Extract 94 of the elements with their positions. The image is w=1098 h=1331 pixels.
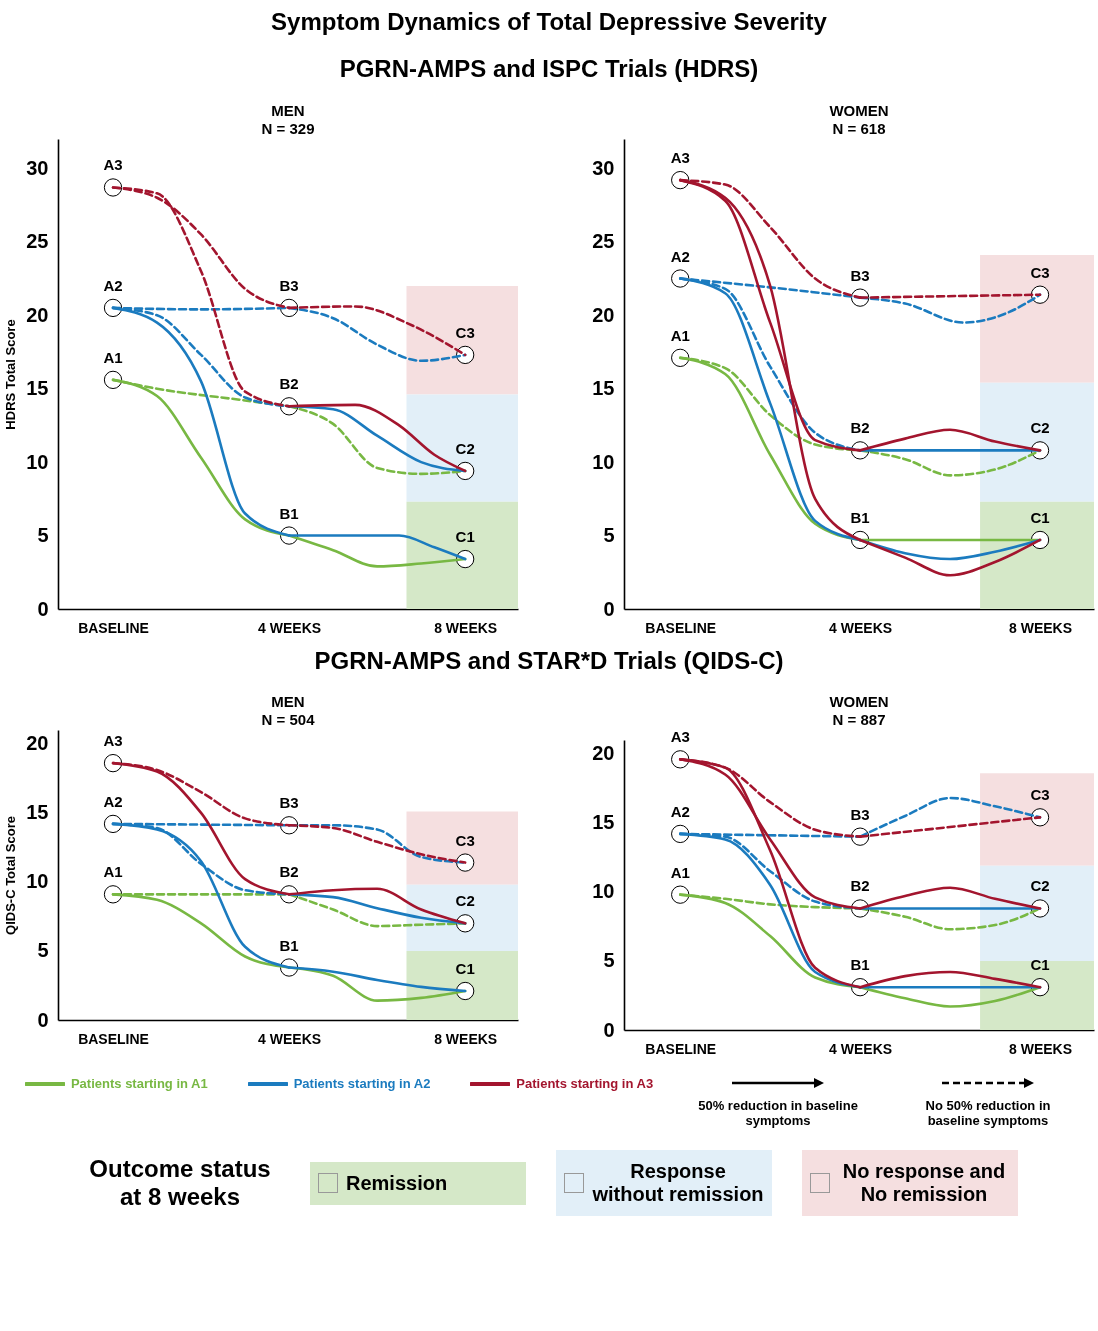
chart-title: MEN — [271, 101, 305, 119]
annotation: B3 — [850, 806, 870, 824]
annotation: A1 — [670, 864, 690, 882]
annotation: C2 — [1030, 877, 1050, 895]
legend-label: Patients starting in A1 — [70, 1076, 208, 1092]
x-tick-label: BASELINE — [645, 619, 717, 636]
y-tick-label: 0 — [37, 597, 49, 620]
y-tick-label: 15 — [26, 376, 49, 399]
annotation: A3 — [103, 156, 123, 174]
text: Symptom Dynamics of Total Depressive Severity — [270, 8, 828, 37]
y-tick-label: 15 — [592, 376, 615, 399]
x-tick-label: BASELINE — [645, 1040, 717, 1057]
y-tick-label: 10 — [26, 450, 49, 473]
y-tick-label: 15 — [592, 811, 615, 834]
annotation: A1 — [103, 863, 123, 881]
annotation: B2 — [850, 418, 870, 436]
annotation: B1 — [850, 956, 870, 974]
x-tick-label: 4 WEEKS — [258, 1030, 322, 1047]
annotation: C1 — [1030, 508, 1050, 526]
legend-label: Remission — [346, 1171, 448, 1195]
annotation: A3 — [103, 732, 123, 750]
annotation: C1 — [455, 960, 475, 978]
annotation: A2 — [103, 793, 123, 811]
annotation: C1 — [1030, 956, 1050, 974]
annotation: B1 — [850, 508, 870, 526]
annotation: A3 — [670, 148, 690, 166]
y-tick-label: 20 — [592, 303, 615, 326]
annotation: B2 — [279, 374, 299, 392]
annotation: B1 — [279, 504, 299, 522]
y-tick-label: 20 — [26, 303, 49, 326]
annotation: C3 — [1030, 786, 1050, 804]
legend-label: Patients starting in A3 — [516, 1076, 654, 1092]
text: PGRN-AMPS and STAR*D Trials (QIDS-C) — [313, 646, 785, 676]
annotation: C3 — [1030, 263, 1050, 281]
y-tick-label: 25 — [26, 229, 49, 252]
chart-subtitle: N = 329 — [261, 119, 315, 137]
y-tick-label: 30 — [592, 156, 615, 179]
y-axis-title: HDRS Total Score — [3, 318, 19, 430]
x-tick-label: 4 WEEKS — [829, 1040, 893, 1057]
annotation: A1 — [670, 326, 690, 344]
annotation: A2 — [103, 276, 123, 294]
annotation: B2 — [279, 863, 299, 881]
y-tick-label: 25 — [592, 229, 615, 252]
x-tick-label: BASELINE — [78, 619, 149, 636]
annotation: A2 — [670, 803, 690, 821]
annotation: A2 — [670, 247, 690, 265]
y-tick-label: 15 — [26, 801, 49, 824]
legend-label: Patients starting in A2 — [293, 1076, 431, 1092]
x-tick-label: 8 WEEKS — [434, 1030, 498, 1047]
annotation: B2 — [850, 877, 870, 895]
y-tick-label: 20 — [592, 742, 615, 765]
x-tick-label: 8 WEEKS — [434, 619, 498, 636]
x-tick-label: 4 WEEKS — [829, 619, 893, 636]
legend-label: Response without remission — [592, 1160, 764, 1207]
y-tick-label: 10 — [592, 880, 615, 903]
text: PGRN-AMPS and ISPC Trials (HDRS) — [338, 54, 760, 84]
y-tick-label: 0 — [603, 597, 615, 620]
chart-title: WOMEN — [829, 101, 889, 119]
annotation: C2 — [455, 892, 475, 910]
y-tick-label: 20 — [26, 732, 49, 755]
annotation: B3 — [279, 794, 299, 812]
legend-label: No response and No remission — [841, 1160, 1007, 1207]
annotation: C3 — [455, 831, 475, 849]
x-tick-label: 8 WEEKS — [1009, 619, 1073, 636]
y-tick-label: 5 — [37, 523, 49, 546]
annotation: A1 — [103, 348, 123, 366]
chart-title: MEN — [271, 693, 305, 711]
text: No 50% reduction in baseline symptoms — [924, 1098, 1052, 1129]
chart-subtitle: N = 504 — [261, 711, 316, 729]
x-tick-label: 8 WEEKS — [1009, 1040, 1073, 1057]
annotation: C2 — [455, 439, 475, 457]
y-tick-label: 10 — [592, 450, 615, 473]
y-tick-label: 0 — [603, 1018, 615, 1041]
x-tick-label: BASELINE — [78, 1030, 149, 1047]
y-tick-label: 5 — [603, 523, 615, 546]
text: Outcome status at 8 weeks — [88, 1155, 272, 1212]
y-tick-label: 0 — [37, 1008, 49, 1031]
chart-title: WOMEN — [829, 693, 889, 711]
y-tick-label: 10 — [26, 870, 49, 893]
chart-subtitle: N = 618 — [832, 119, 886, 137]
annotation: C1 — [455, 527, 475, 545]
chart-subtitle: N = 887 — [832, 711, 886, 729]
y-tick-label: 30 — [26, 156, 49, 179]
text: 50% reduction in baseline symptoms — [697, 1098, 859, 1129]
y-tick-label: 5 — [37, 939, 49, 962]
annotation: A3 — [670, 728, 690, 746]
annotation: C3 — [455, 323, 475, 341]
annotation: B1 — [279, 936, 299, 954]
annotation: B3 — [279, 276, 299, 294]
annotation: B3 — [850, 266, 870, 284]
x-tick-label: 4 WEEKS — [258, 619, 322, 636]
y-axis-title: QIDS-C Total Score — [3, 816, 19, 936]
y-tick-label: 5 — [603, 949, 615, 972]
annotation: C2 — [1030, 418, 1050, 436]
